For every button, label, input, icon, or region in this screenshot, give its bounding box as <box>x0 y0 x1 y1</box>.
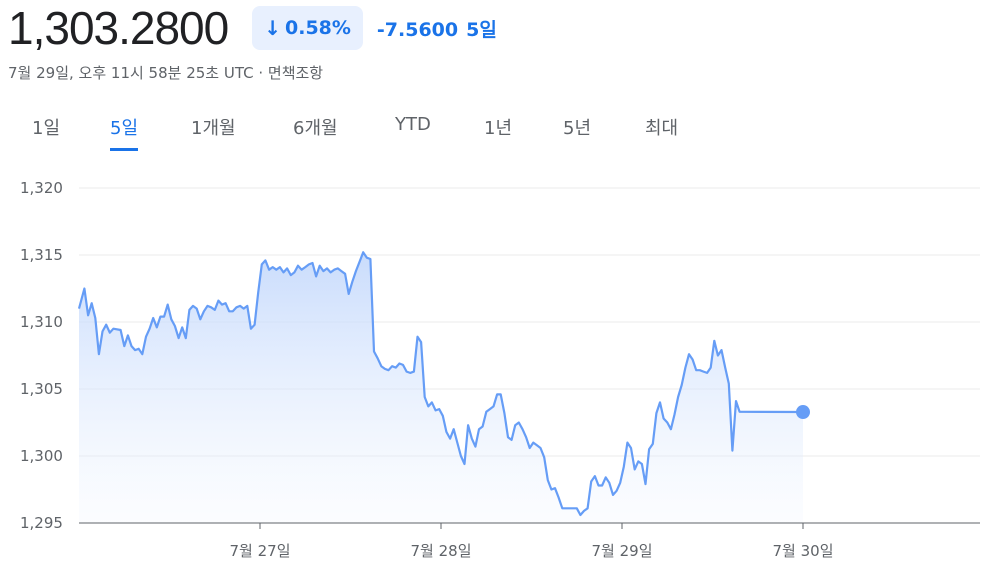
tab-max[interactable]: 최대 <box>645 118 679 139</box>
y-tick-label: 1,305 <box>20 380 63 398</box>
timestamp-disclaimer: 7월 29일, 오후 11시 58분 25초 UTC · 면책조항 <box>8 64 324 82</box>
change-percent-badge: ↓ 0.58% <box>252 6 363 50</box>
y-tick-label: 1,295 <box>20 514 63 532</box>
quote-header: 1,303.2800 ↓ 0.58% -7.5600 5일 <box>8 0 505 56</box>
tab-1d[interactable]: 1일 <box>32 118 61 139</box>
y-tick-label: 1,315 <box>20 246 63 264</box>
tab-ytd[interactable]: YTD <box>395 114 431 135</box>
change-absolute: -7.5600 <box>376 18 459 41</box>
x-tick-label: 7월 27일 <box>230 542 291 560</box>
tab-1m[interactable]: 1개월 <box>191 118 236 139</box>
price-chart[interactable]: 1,295 1,300 1,305 1,310 1,315 1,320 7월 27일 7월 2… <box>0 170 984 566</box>
tab-1y[interactable]: 1년 <box>484 118 513 139</box>
tab-5y[interactable]: 5년 <box>563 118 592 139</box>
x-tick-label: 7월 28일 <box>411 542 472 560</box>
y-tick-label: 1,320 <box>20 179 63 197</box>
area-fill <box>79 252 803 524</box>
arrow-down-icon: ↓ <box>264 16 281 40</box>
change-percent: 0.58% <box>285 17 351 39</box>
tab-6m[interactable]: 6개월 <box>293 118 338 139</box>
y-tick-label: 1,310 <box>20 313 63 331</box>
current-price: 1,303.2800 <box>8 2 229 54</box>
x-tick-label: 7월 29일 <box>592 542 653 560</box>
tab-5d[interactable]: 5일 <box>110 110 139 151</box>
last-price-point[interactable] <box>796 405 810 420</box>
change-summary: -7.5600 5일 <box>377 15 505 42</box>
price-line <box>77 251 804 517</box>
x-tick-label: 7월 30일 <box>773 542 834 560</box>
change-period: 5일 <box>466 18 497 41</box>
y-tick-label: 1,300 <box>20 447 63 465</box>
